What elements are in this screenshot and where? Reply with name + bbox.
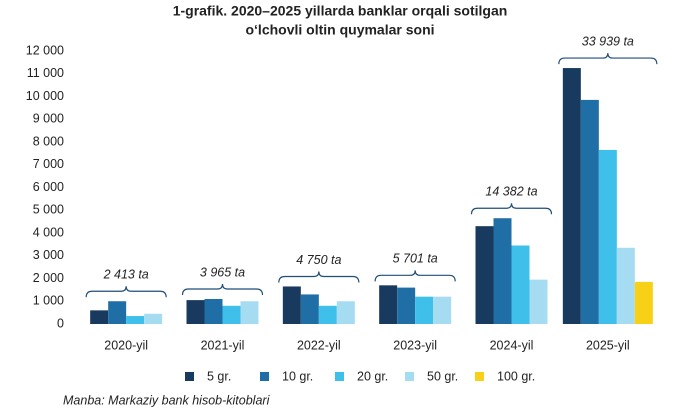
y-tick-label: 7 000 [33, 157, 64, 171]
bar [634, 281, 653, 324]
bar [126, 316, 145, 324]
bar [222, 305, 241, 324]
legend-label: 20 gr. [357, 369, 388, 383]
legend-swatch [335, 372, 344, 381]
bar [204, 298, 223, 324]
bar [90, 310, 109, 324]
x-tick-label: 2020-yil [104, 338, 148, 352]
bar [144, 313, 163, 324]
brace [374, 270, 456, 282]
annotation: 4 750 ta [296, 253, 341, 267]
brace [278, 271, 360, 283]
legend-swatch [405, 372, 414, 381]
x-tick-label: 2022-yil [297, 338, 341, 352]
x-tick-label: 2021-yil [201, 338, 245, 352]
bar [580, 99, 599, 324]
annotation: 33 939 ta [582, 34, 634, 48]
bar [616, 247, 635, 324]
brace [558, 53, 658, 65]
bar [336, 301, 355, 324]
bar [300, 294, 319, 324]
bar [318, 305, 337, 324]
bar [475, 226, 494, 324]
annotation: 5 701 ta [393, 252, 438, 266]
x-tick-label: 2025-yil [586, 338, 630, 352]
bar [562, 68, 581, 324]
bar [240, 301, 259, 324]
y-tick-label: 9 000 [33, 112, 64, 126]
legend-label: 5 gr. [207, 369, 231, 383]
y-tick-label: 3 000 [33, 248, 64, 262]
bar [108, 301, 127, 324]
source-note: Manba: Markaziy bank hisob-kitoblari [63, 393, 271, 407]
bar [493, 218, 512, 324]
y-tick-label: 11 000 [27, 66, 64, 80]
legend-label: 10 gr. [282, 369, 313, 383]
legend-label: 100 gr. [497, 369, 535, 383]
brace [470, 203, 553, 215]
bar [397, 287, 416, 324]
chart-title: 1-grafik. 2020–2025 yillarda banklar orq… [173, 3, 508, 19]
y-tick-label: 0 [57, 316, 64, 330]
y-tick-label: 6 000 [33, 180, 64, 194]
brace [181, 283, 264, 296]
x-tick-label: 2023-yil [393, 338, 437, 352]
bar [415, 296, 434, 324]
annotation: 14 382 ta [485, 185, 537, 199]
bar [433, 296, 452, 324]
x-tick-label: 2024-yil [490, 338, 534, 352]
legend-swatch [185, 372, 194, 381]
legend-swatch [475, 372, 484, 381]
y-tick-label: 8 000 [33, 134, 64, 148]
brace [85, 286, 167, 298]
legend-swatch [260, 372, 269, 381]
y-tick-label: 2 000 [33, 271, 64, 285]
annotation: 3 965 ta [200, 265, 245, 279]
legend-label: 50 gr. [427, 369, 458, 383]
annotation: 2 413 ta [103, 268, 149, 282]
chart-title: o‘lchovli oltin quymalar soni [245, 22, 434, 38]
bar [282, 286, 301, 324]
bar [186, 300, 205, 324]
y-tick-label: 12 000 [26, 43, 64, 57]
bar [379, 285, 398, 324]
y-tick-label: 5 000 [33, 203, 64, 217]
y-tick-label: 1 000 [33, 294, 64, 308]
y-tick-label: 10 000 [26, 89, 64, 103]
bar [598, 149, 617, 324]
y-tick-label: 4 000 [33, 225, 64, 239]
bar [529, 279, 548, 324]
bar [511, 245, 530, 324]
